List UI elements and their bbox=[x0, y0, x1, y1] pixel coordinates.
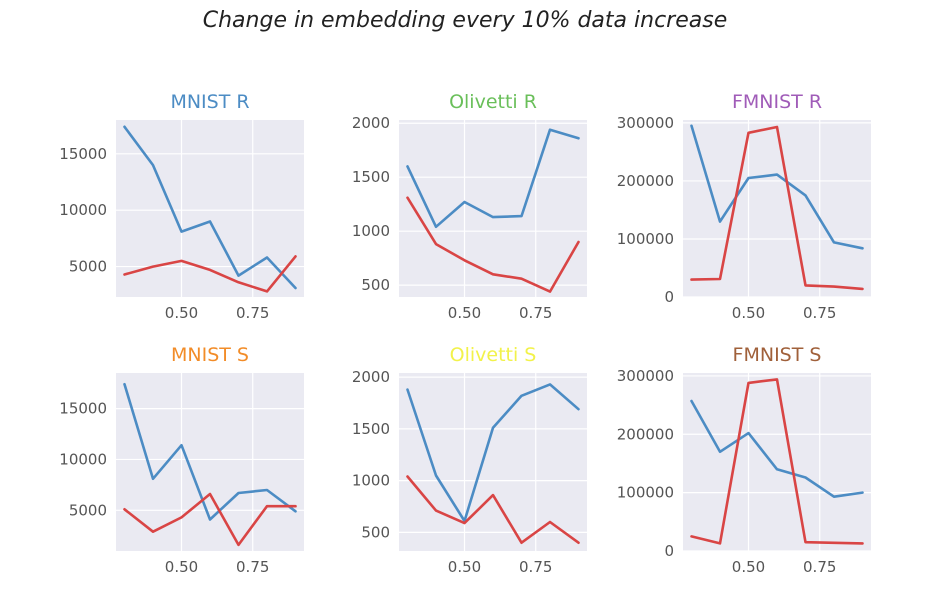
x-tick-label: 0.75 bbox=[803, 558, 836, 576]
series-line-2 bbox=[690, 125, 864, 291]
figure-title: Change in embedding every 10% data incre… bbox=[202, 8, 728, 33]
y-tick-label: 200000 bbox=[617, 172, 674, 190]
series-line-2 bbox=[123, 255, 297, 293]
y-tick-label: 300000 bbox=[617, 114, 674, 132]
y-tick-label: 1000 bbox=[352, 222, 390, 240]
y-tick-label: 500 bbox=[361, 523, 390, 541]
x-tick-label: 0.50 bbox=[448, 558, 481, 576]
subplot-5: 500 1000 1500 2000 0.50 0.75 Olivetti S bbox=[352, 344, 587, 576]
y-tick-label: 15000 bbox=[59, 145, 107, 163]
y-tick-label: 1000 bbox=[352, 472, 390, 490]
subplot-title: MNIST S bbox=[171, 344, 249, 366]
y-tick-label: 300000 bbox=[617, 367, 674, 385]
x-tick-label: 0.75 bbox=[236, 558, 269, 576]
y-tick-label: 200000 bbox=[617, 425, 674, 443]
y-tick-label: 2000 bbox=[352, 114, 390, 132]
subplot-title: FMNIST S bbox=[733, 344, 822, 366]
x-tick-label: 0.50 bbox=[448, 304, 481, 322]
subplot-3: 0 100000 200000 300000 0.50 0.75 FMNIST R bbox=[617, 91, 871, 322]
series-line-1 bbox=[406, 128, 580, 229]
series-line-1 bbox=[406, 383, 580, 523]
series-line-1 bbox=[690, 124, 864, 250]
y-tick-label: 500 bbox=[361, 276, 390, 294]
plot-area bbox=[399, 120, 587, 297]
series-line-2 bbox=[690, 378, 864, 545]
y-tick-label: 10000 bbox=[59, 450, 107, 468]
y-tick-label: 5000 bbox=[69, 501, 107, 519]
x-tick-label: 0.50 bbox=[732, 304, 765, 322]
x-tick-label: 0.75 bbox=[519, 558, 552, 576]
y-tick-label: 1500 bbox=[352, 420, 390, 438]
x-tick-label: 0.75 bbox=[803, 304, 836, 322]
plot-area bbox=[399, 373, 587, 551]
subplot-1: 5000 10000 15000 0.50 0.75 MNIST R bbox=[59, 91, 304, 322]
subplot-title: Olivetti R bbox=[449, 91, 537, 113]
y-tick-label: 15000 bbox=[59, 400, 107, 418]
series-line-2 bbox=[406, 196, 580, 293]
plot-area bbox=[683, 120, 871, 297]
subplot-2: 500 1000 1500 2000 0.50 0.75 Olivetti R bbox=[352, 91, 587, 322]
series-line-1 bbox=[690, 399, 864, 499]
series-line-2 bbox=[123, 492, 297, 547]
y-tick-label: 2000 bbox=[352, 368, 390, 386]
y-tick-label: 10000 bbox=[59, 201, 107, 219]
subplot-6: 0 100000 200000 300000 0.50 0.75 FMNIST S bbox=[617, 344, 871, 576]
y-tick-label: 1500 bbox=[352, 168, 390, 186]
series-line-1 bbox=[123, 382, 297, 521]
series-line-1 bbox=[123, 125, 297, 290]
y-tick-label: 0 bbox=[664, 542, 674, 560]
y-tick-label: 100000 bbox=[617, 230, 674, 248]
x-tick-label: 0.50 bbox=[165, 558, 198, 576]
series-line-2 bbox=[406, 475, 580, 545]
x-tick-label: 0.75 bbox=[236, 304, 269, 322]
y-tick-label: 0 bbox=[664, 288, 674, 306]
y-tick-label: 100000 bbox=[617, 484, 674, 502]
y-tick-label: 5000 bbox=[69, 258, 107, 276]
plot-area bbox=[683, 373, 871, 551]
subplot-title: MNIST R bbox=[170, 91, 249, 113]
subplot-title: FMNIST R bbox=[732, 91, 822, 113]
subplot-title: Olivetti S bbox=[450, 344, 537, 366]
x-tick-label: 0.75 bbox=[519, 304, 552, 322]
x-tick-label: 0.50 bbox=[165, 304, 198, 322]
subplot-4: 5000 10000 15000 0.50 0.75 MNIST S bbox=[59, 344, 304, 576]
x-tick-label: 0.50 bbox=[732, 558, 765, 576]
